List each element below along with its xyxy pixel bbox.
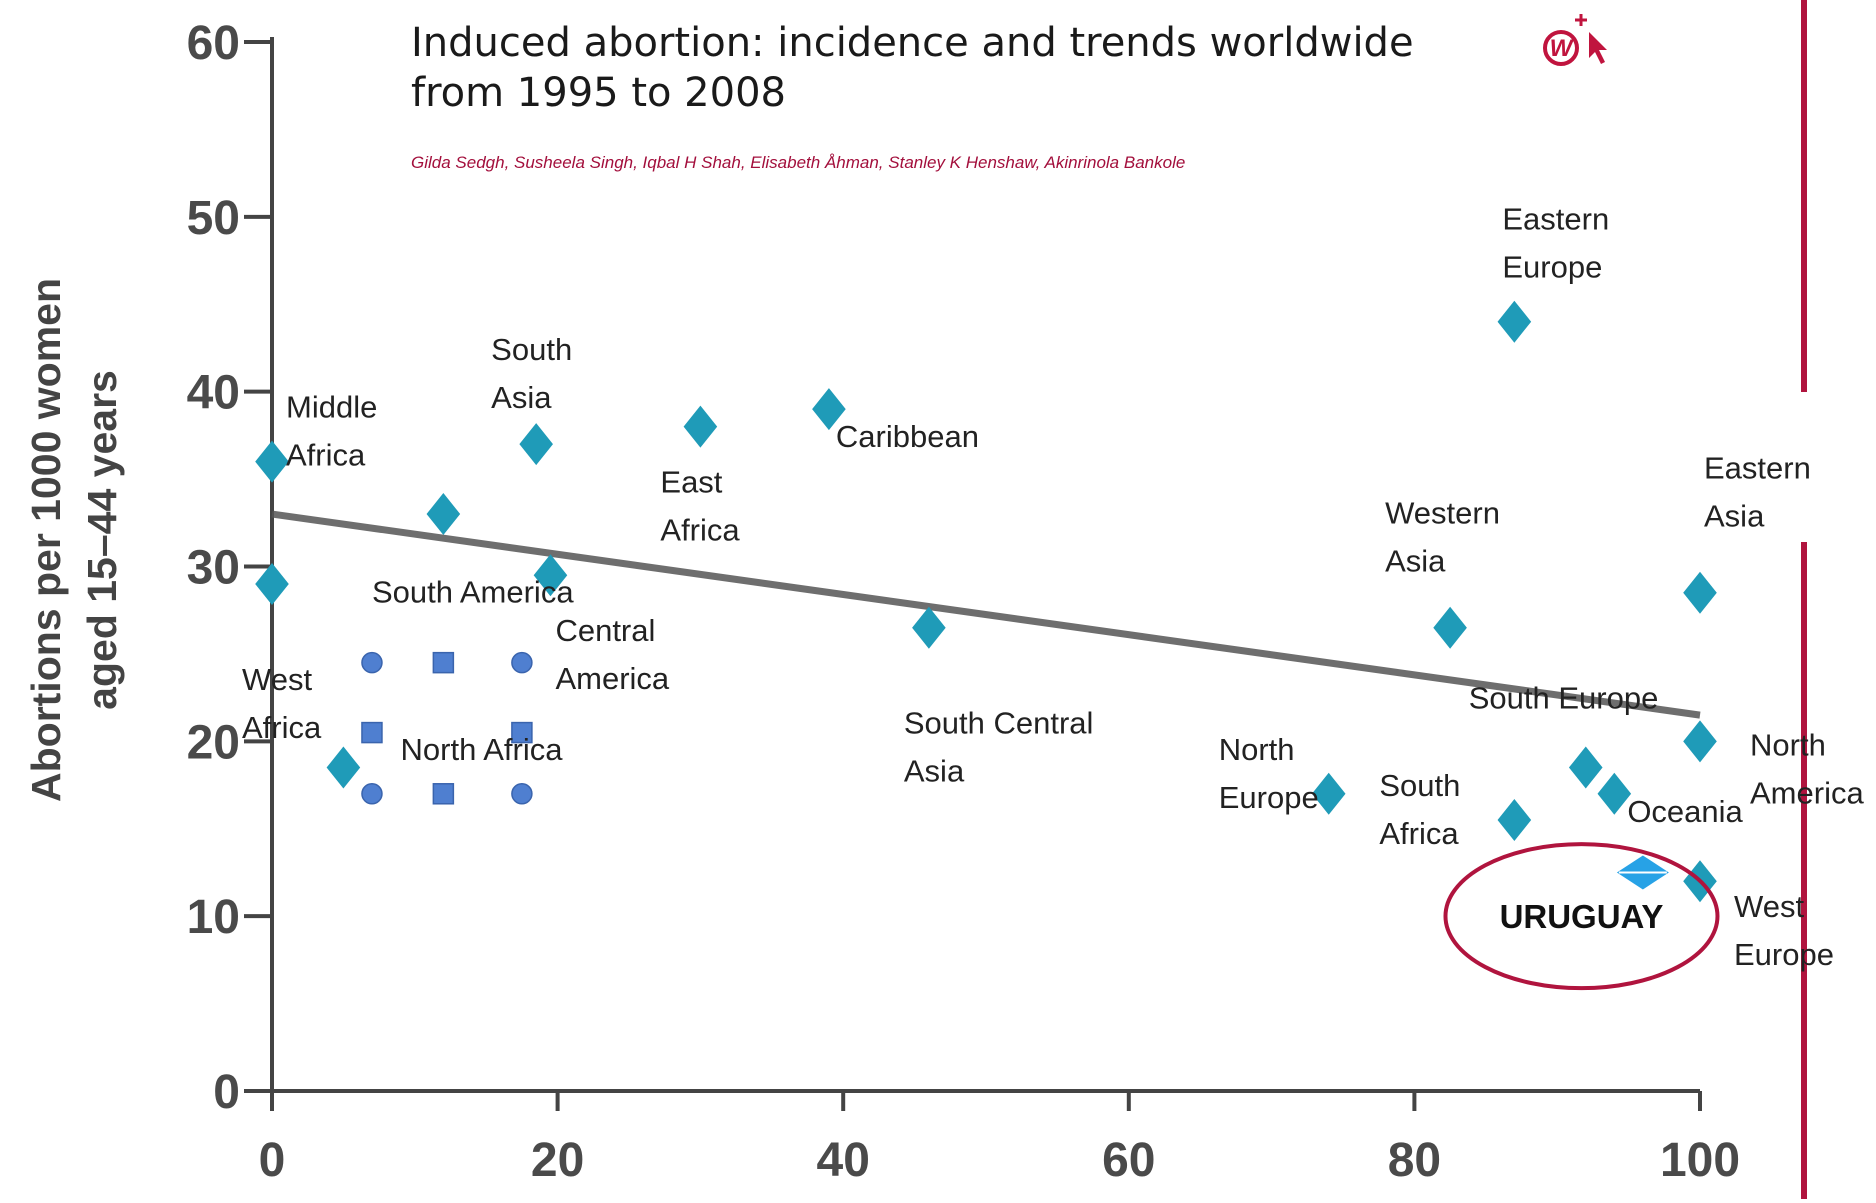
right-margin-rule — [1801, 0, 1807, 1199]
axes: 0 10 20 30 40 50 60 0 20 40 60 80 100 — [187, 17, 1740, 1187]
region-label: Central — [555, 613, 655, 648]
region-label: Caribbean — [836, 419, 979, 454]
x-tick-label: 40 — [817, 1134, 870, 1187]
region-label: Middle — [286, 390, 377, 425]
region-label: Africa — [1379, 816, 1459, 851]
region-label: Asia — [904, 754, 965, 789]
svg-text:W: W — [1550, 35, 1575, 62]
blue-circle-point — [511, 651, 533, 674]
data-point — [1497, 300, 1532, 343]
y-tick-label: 30 — [187, 542, 240, 595]
region-label: East — [660, 465, 722, 500]
region-label: Europe — [1734, 937, 1834, 972]
region-label: South Central — [904, 706, 1094, 741]
paper-authors: Gilda Sedgh, Susheela Singh, Iqbal H Sha… — [411, 153, 1186, 172]
blue-square-point — [432, 783, 455, 805]
region-label: Europe — [1219, 780, 1319, 815]
data-point — [1683, 571, 1717, 614]
data-point — [255, 440, 289, 483]
wiley-online-w-icon[interactable]: W — [1535, 10, 1625, 70]
blue-circle-point — [511, 783, 533, 805]
blue-square-point — [432, 651, 455, 674]
region-label: Western — [1385, 496, 1500, 531]
region-label: West — [242, 662, 312, 697]
region-label: South Europe — [1469, 681, 1659, 716]
uruguay-ellipse — [1443, 842, 1720, 991]
uruguay-label: URUGUAY — [1500, 898, 1664, 935]
data-point — [519, 423, 553, 466]
data-point — [1497, 799, 1532, 842]
region-label: Eastern — [1704, 451, 1811, 486]
region-label: South — [491, 332, 572, 367]
data-points — [255, 300, 1717, 903]
x-tick-label: 60 — [1102, 1134, 1155, 1187]
region-label: America — [555, 661, 669, 696]
blue-square-point — [361, 721, 383, 744]
data-point — [1311, 772, 1346, 815]
data-point — [1683, 720, 1717, 763]
blue-circle-point — [361, 783, 383, 805]
data-point — [912, 606, 946, 649]
y-axis-title-line1: Abortions per 1000 women — [23, 278, 69, 802]
data-point — [255, 562, 289, 605]
y-tick-label: 50 — [187, 192, 240, 245]
region-label: Asia — [1704, 499, 1765, 534]
region-label: North Africa — [401, 732, 564, 767]
point-labels: Middle Africa West Africa South Asia Central Am… — [242, 202, 1864, 972]
data-point — [683, 405, 718, 448]
data-point — [1568, 746, 1603, 789]
data-point — [326, 746, 361, 789]
blue-square-point — [511, 721, 533, 744]
x-tick-label: 20 — [531, 1134, 584, 1187]
paper-title: Induced abortion: incidence and trends w… — [411, 20, 1414, 116]
x-tick-label: 100 — [1660, 1134, 1740, 1187]
blue-circle-point — [361, 651, 383, 674]
region-label: America — [1750, 775, 1864, 810]
region-label: Africa — [660, 513, 740, 548]
region-label: Oceania — [1627, 794, 1743, 829]
trendline — [271, 510, 1701, 719]
data-point — [812, 388, 846, 431]
data-point — [1433, 606, 1467, 649]
region-label: Asia — [1385, 544, 1446, 579]
x-tick-label: 80 — [1388, 1134, 1441, 1187]
data-point — [426, 493, 461, 536]
data-point — [533, 554, 568, 597]
region-label: Asia — [491, 380, 552, 415]
region-label: South — [1379, 768, 1460, 803]
trendline-line — [271, 510, 1701, 719]
chart-decorations: Abortions per 1000 women aged 15–44 year… — [23, 0, 1813, 1199]
region-label: South America — [372, 575, 574, 610]
y-tick-label: 0 — [213, 1066, 240, 1119]
region-label: West — [1734, 889, 1804, 924]
data-point — [1597, 772, 1632, 815]
region-label: Africa — [286, 438, 366, 473]
region-label: Eastern — [1502, 202, 1609, 237]
region-label: Africa — [242, 710, 322, 745]
region-label: North — [1219, 732, 1295, 767]
y-tick-label: 10 — [187, 891, 240, 944]
x-tick-label: 0 — [259, 1134, 286, 1187]
right-margin-gap — [1797, 392, 1813, 542]
y-tick-label: 40 — [187, 367, 240, 420]
y-axis-title-line2: aged 15–44 years — [79, 370, 125, 710]
region-label: Europe — [1502, 250, 1602, 285]
y-tick-label: 20 — [187, 716, 240, 769]
region-label: North — [1750, 727, 1826, 762]
y-tick-label: 60 — [187, 17, 240, 70]
uruguay-highlight: URUGUAY — [1443, 842, 1720, 991]
